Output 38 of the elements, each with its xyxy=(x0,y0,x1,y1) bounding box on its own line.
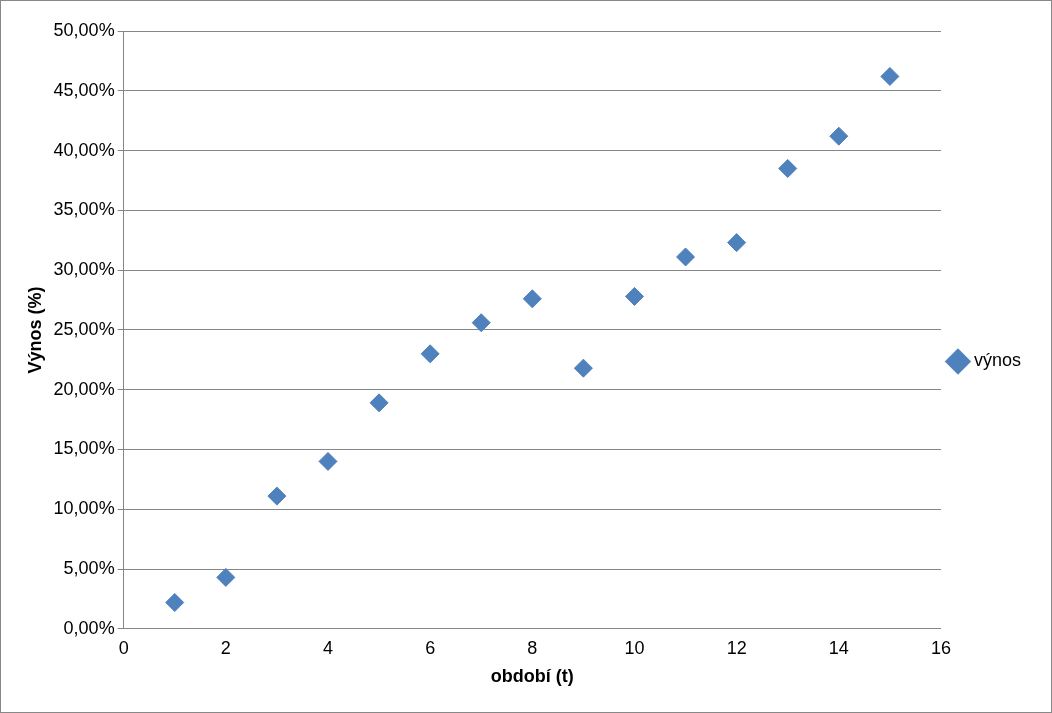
y-tick-label: 50,00% xyxy=(53,19,115,40)
point xyxy=(471,313,491,333)
x-tick-label: 0 xyxy=(118,637,129,658)
x-tick-label: 4 xyxy=(322,637,333,658)
y-axis-title: Výnos (%) xyxy=(24,286,45,374)
point xyxy=(318,451,338,471)
point xyxy=(624,286,644,306)
x-tick-label: 16 xyxy=(930,637,951,658)
point xyxy=(676,247,696,267)
point xyxy=(880,66,900,86)
point xyxy=(216,567,236,587)
x-tick-label: 12 xyxy=(726,637,747,658)
x-tick-label: 6 xyxy=(425,637,436,658)
x-tick-label: 14 xyxy=(828,637,849,658)
point xyxy=(267,486,287,506)
y-tick-label: 15,00% xyxy=(53,438,115,459)
point xyxy=(522,289,542,309)
x-axis-title: období (t) xyxy=(490,666,574,687)
y-tick-label: 30,00% xyxy=(53,259,115,280)
y-tick-label: 20,00% xyxy=(53,378,115,399)
y-tick-label: 0,00% xyxy=(63,617,115,638)
point xyxy=(727,233,747,253)
x-tick-label: 2 xyxy=(220,637,231,658)
point xyxy=(778,158,798,178)
point xyxy=(829,126,849,146)
y-tick-label: 10,00% xyxy=(53,498,115,519)
x-tick-label: 10 xyxy=(624,637,645,658)
y-tick-label: 35,00% xyxy=(53,199,115,220)
y-tick-label: 40,00% xyxy=(53,139,115,160)
y-tick-label: 25,00% xyxy=(53,318,115,339)
legend-label: výnos xyxy=(973,350,1022,371)
point xyxy=(573,358,593,378)
point xyxy=(369,393,389,413)
point xyxy=(165,593,185,612)
y-tick-label: 5,00% xyxy=(63,557,115,578)
point xyxy=(420,344,440,364)
x-tick-label: 8 xyxy=(527,637,538,658)
y-tick-label: 45,00% xyxy=(53,79,115,100)
